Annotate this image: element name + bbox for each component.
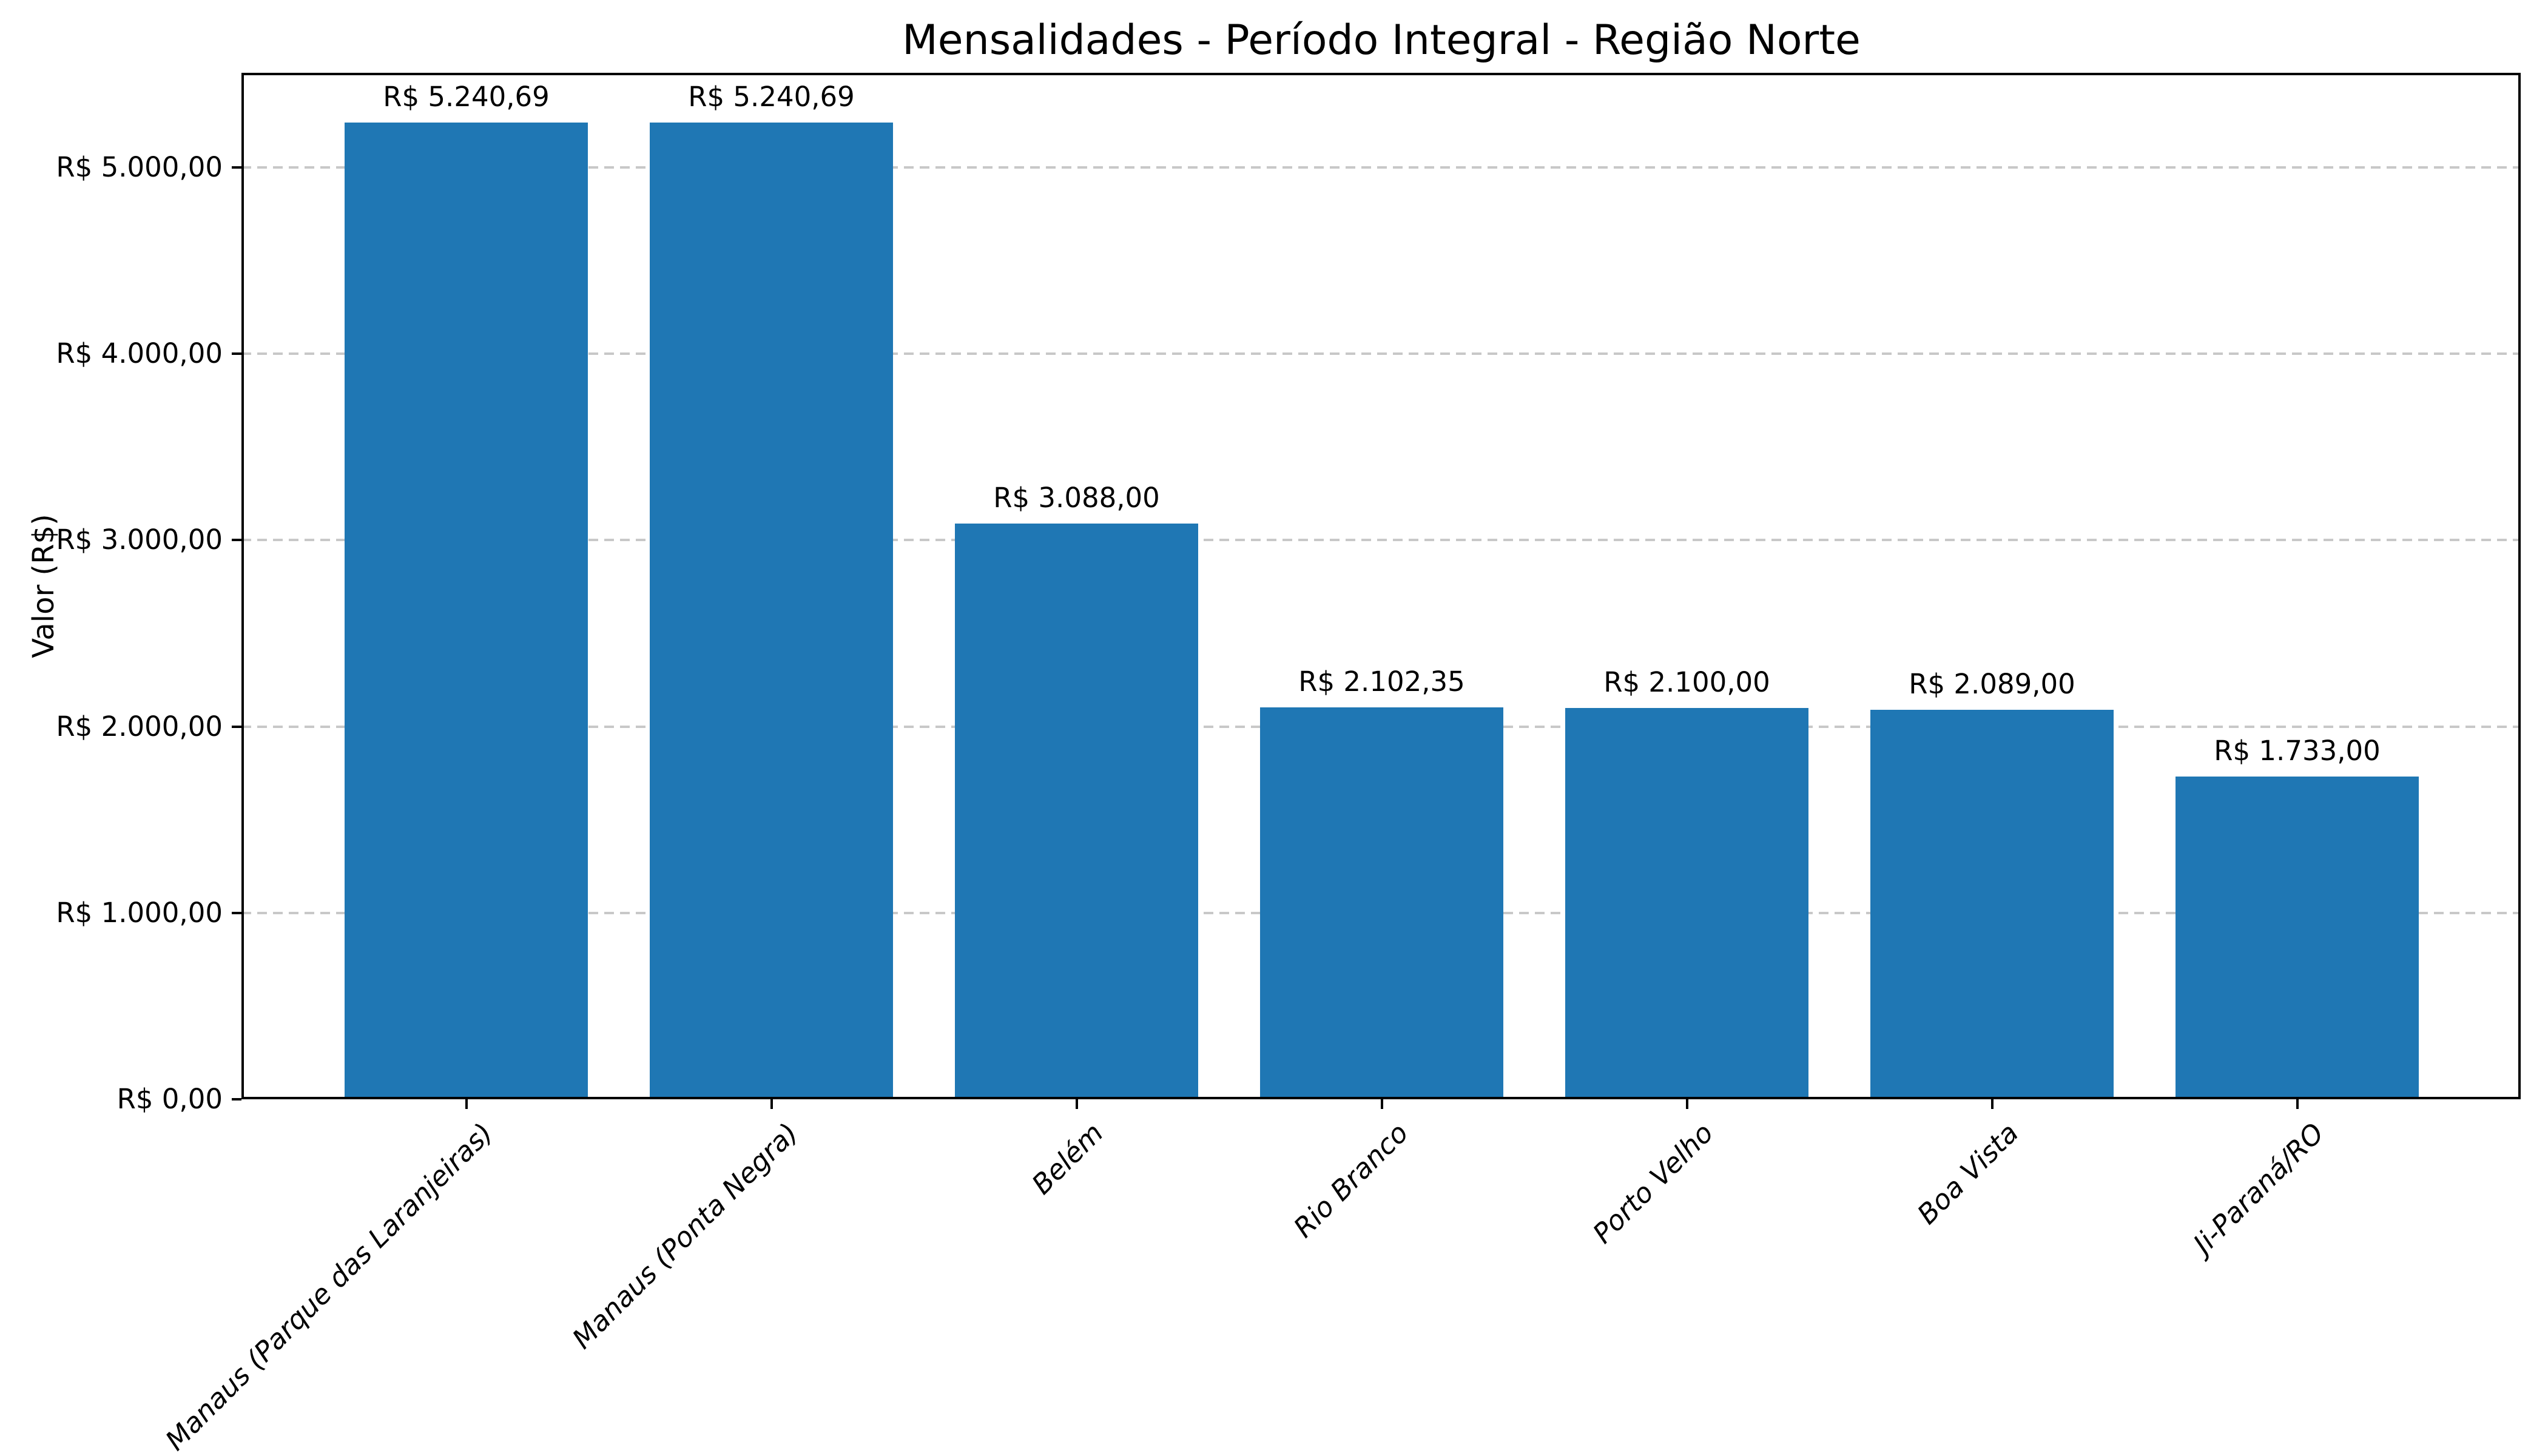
- bar-value-label: R$ 5.240,69: [383, 81, 550, 113]
- bar: [1260, 707, 1503, 1099]
- x-tick-label: Manaus (Ponta Negra): [565, 1116, 804, 1355]
- x-tick-label: Boa Vista: [1911, 1116, 2025, 1231]
- y-axis-tick: [232, 725, 241, 728]
- y-tick-label: R$ 1.000,00: [56, 896, 223, 929]
- gridline: [241, 352, 2521, 356]
- x-tick-label: Porto Velho: [1586, 1116, 1720, 1250]
- x-axis-tick: [1990, 1099, 1994, 1109]
- bar: [2176, 776, 2419, 1099]
- bar-value-label: R$ 2.089,00: [1909, 668, 2075, 701]
- bar: [345, 123, 588, 1099]
- y-axis-tick: [232, 539, 241, 542]
- x-tick-label: Belém: [1025, 1116, 1110, 1201]
- bar: [1870, 710, 2114, 1099]
- bar: [650, 123, 893, 1099]
- x-tick-label: Rio Branco: [1287, 1116, 1415, 1244]
- bar-value-label: R$ 3.088,00: [993, 482, 1160, 514]
- y-tick-label: R$ 5.000,00: [56, 151, 223, 184]
- y-tick-label: R$ 0,00: [116, 1083, 223, 1115]
- x-axis-tick: [1075, 1099, 1078, 1109]
- x-tick-label: Manaus (Parque das Laranjeiras): [159, 1116, 499, 1456]
- y-axis-tick: [232, 1098, 241, 1100]
- gridline: [241, 166, 2521, 169]
- y-tick-label: R$ 2.000,00: [56, 710, 223, 743]
- gridline: [241, 539, 2521, 542]
- bar-value-label: R$ 2.100,00: [1603, 666, 1770, 698]
- x-axis-tick: [1380, 1099, 1383, 1109]
- y-axis-tick: [232, 166, 241, 169]
- bar-value-label: R$ 2.102,35: [1298, 666, 1465, 698]
- bar: [955, 524, 1198, 1099]
- x-axis-tick: [465, 1099, 468, 1109]
- y-axis-tick: [232, 911, 241, 914]
- y-tick-label: R$ 4.000,00: [56, 337, 223, 370]
- bar-value-label: R$ 5.240,69: [688, 81, 855, 113]
- plot-area: [241, 73, 2521, 1099]
- bar-value-label: R$ 1.733,00: [2214, 734, 2381, 767]
- x-axis-tick: [770, 1099, 773, 1109]
- y-axis-tick: [232, 352, 241, 356]
- y-tick-label: R$ 3.000,00: [56, 524, 223, 556]
- x-axis-tick: [1685, 1099, 1688, 1109]
- x-axis-tick: [2296, 1099, 2299, 1109]
- chart-title: Mensalidades - Período Integral - Região…: [902, 16, 1861, 64]
- bar: [1565, 707, 1808, 1099]
- x-tick-label: Ji-Paraná/RO: [2186, 1116, 2330, 1260]
